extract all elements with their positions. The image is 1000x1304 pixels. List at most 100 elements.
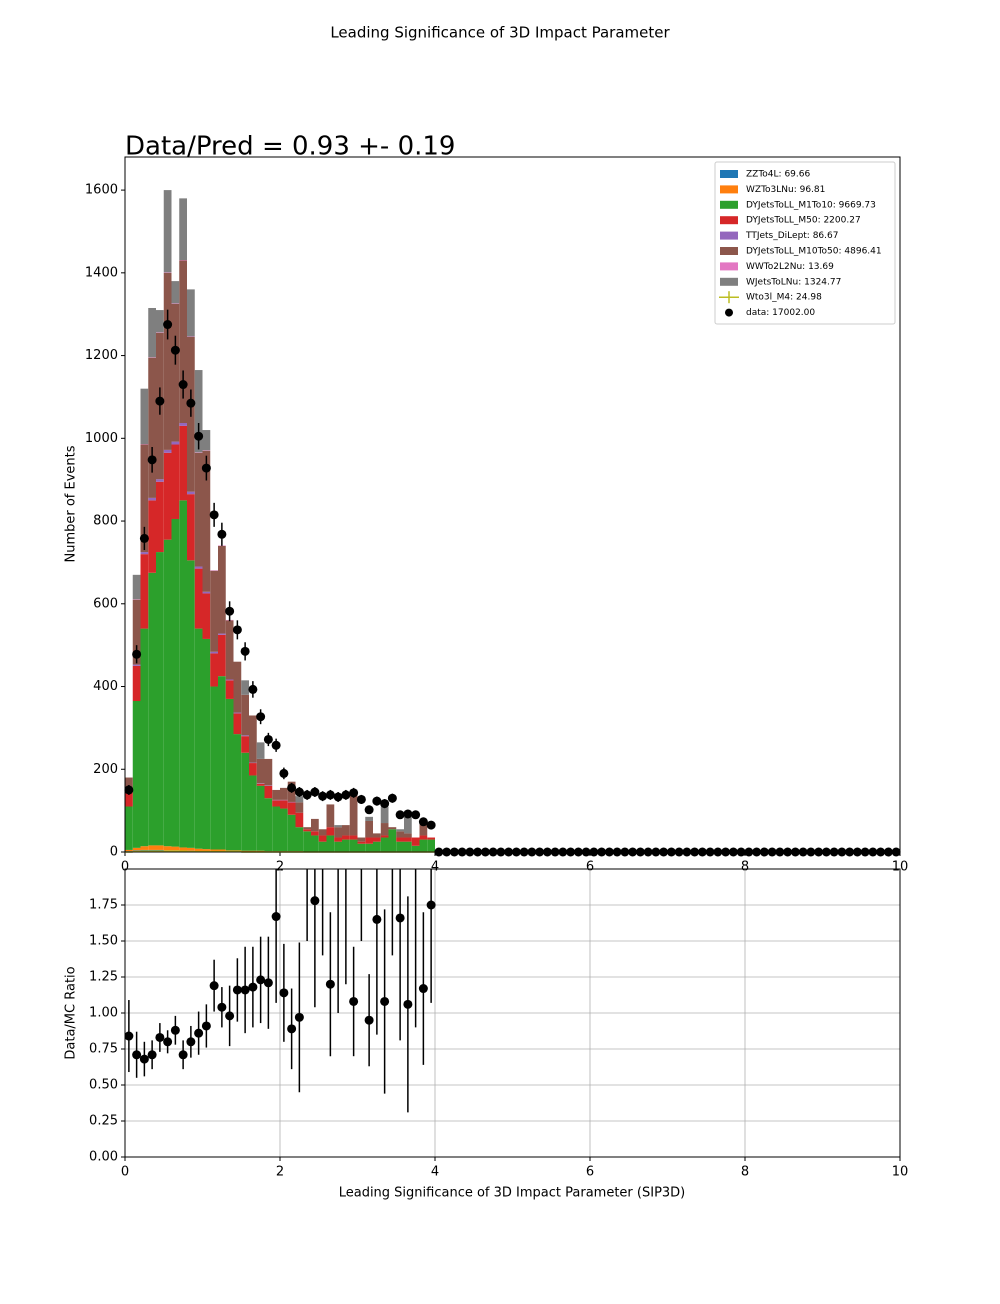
data-point: [241, 647, 250, 656]
data-point: [287, 783, 296, 792]
histogram-bar: [141, 629, 149, 847]
histogram-bar: [404, 817, 412, 834]
data-point: [124, 785, 133, 794]
data-point: [419, 817, 428, 826]
ratio-point: [202, 1021, 211, 1030]
ratio-point: [132, 1050, 141, 1059]
data-point: [140, 534, 149, 543]
legend-swatch: [720, 216, 738, 224]
histogram-bar: [241, 680, 249, 694]
histogram-bar: [272, 806, 280, 851]
histogram-bar: [257, 759, 265, 783]
y-tick-label: 1.00: [89, 1006, 118, 1021]
histogram-bar: [187, 494, 195, 560]
data-point: [365, 805, 374, 814]
histogram-bar: [327, 804, 335, 827]
histogram-bar: [334, 842, 342, 852]
data-point: [248, 685, 257, 694]
histogram-bar: [389, 827, 397, 829]
histogram-bar: [280, 809, 288, 852]
histogram-bar: [195, 629, 203, 849]
x-axis-label: Leading Significance of 3D Impact Parame…: [339, 1186, 686, 1201]
ratio-point: [427, 901, 436, 910]
histogram-bar: [404, 842, 412, 852]
histogram-bar: [179, 500, 187, 847]
histogram-bar: [125, 850, 133, 851]
histogram-bar: [187, 848, 195, 851]
x-tick-label: 10: [892, 1165, 909, 1180]
legend-label: Wto3l_M4: 24.98: [746, 293, 822, 303]
histogram-bar: [296, 802, 304, 812]
histogram-bar: [420, 840, 428, 852]
data-point: [272, 741, 281, 750]
histogram-bar: [342, 825, 350, 835]
x-tick-label: 6: [586, 1165, 594, 1180]
ratio-point: [186, 1037, 195, 1046]
y-axis-label: Data/MC Ratio: [64, 966, 79, 1059]
histogram-bar: [218, 676, 226, 849]
histogram-bar: [156, 482, 164, 552]
histogram-bar: [396, 831, 404, 837]
legend-swatch: [720, 278, 738, 286]
legend-swatch: [720, 247, 738, 255]
histogram-bar: [257, 786, 265, 851]
histogram-bar: [265, 798, 273, 851]
y-tick-label: 1.75: [89, 898, 118, 913]
histogram-bar: [195, 569, 203, 629]
histogram-bar: [195, 453, 203, 567]
data-point: [326, 790, 335, 799]
x-tick-label: 4: [431, 1165, 439, 1180]
ratio-point: [225, 1011, 234, 1020]
histogram-bar: [172, 442, 180, 445]
data-point: [210, 510, 219, 519]
histogram-bar: [319, 835, 327, 841]
legend-swatch: [720, 201, 738, 209]
histogram-bar: [311, 819, 319, 831]
ratio-point: [163, 1037, 172, 1046]
histogram-bar: [234, 713, 242, 734]
y-tick-label: 0.25: [89, 1114, 118, 1129]
histogram-bar: [148, 308, 156, 357]
data-point: [380, 799, 389, 808]
data-point: [318, 792, 327, 801]
data-point: [357, 795, 366, 804]
ratio-point: [210, 981, 219, 990]
histogram-bar: [210, 571, 218, 652]
histogram-bar: [280, 800, 288, 808]
ratio-point: [233, 985, 242, 994]
histogram-bar: [350, 840, 358, 852]
legend-marker: [725, 309, 733, 317]
y-tick-label: 1.25: [89, 970, 118, 985]
histogram-bar: [179, 198, 187, 260]
ratio-point: [264, 978, 273, 987]
legend-swatch: [720, 262, 738, 270]
data-point: [303, 790, 312, 799]
data-point: [279, 769, 288, 778]
histogram-bar: [342, 840, 350, 852]
histogram-bar: [303, 829, 311, 831]
histogram-bar: [234, 713, 242, 714]
histogram-bar: [334, 838, 342, 842]
histogram-bar: [148, 845, 156, 850]
histogram-bar: [280, 788, 288, 800]
y-tick-label: 0.00: [89, 1150, 118, 1165]
data-point: [310, 788, 319, 797]
y-tick-label: 0: [110, 845, 118, 860]
histogram-bar: [172, 847, 180, 851]
histogram-bar: [327, 827, 335, 835]
histogram-bar: [226, 620, 234, 679]
histogram-bar: [148, 498, 156, 500]
data-point: [163, 320, 172, 329]
histogram-bar: [296, 827, 304, 851]
data-point: [194, 432, 203, 441]
data-point: [171, 346, 180, 355]
histogram-bar: [272, 800, 280, 806]
histogram-bar: [172, 281, 180, 303]
histogram-bar: [133, 666, 141, 701]
histogram-bar: [203, 639, 211, 849]
histogram-bar: [373, 833, 381, 837]
ratio-point: [403, 1000, 412, 1009]
y-tick-label: 400: [93, 679, 118, 694]
ratio-point: [140, 1055, 149, 1064]
